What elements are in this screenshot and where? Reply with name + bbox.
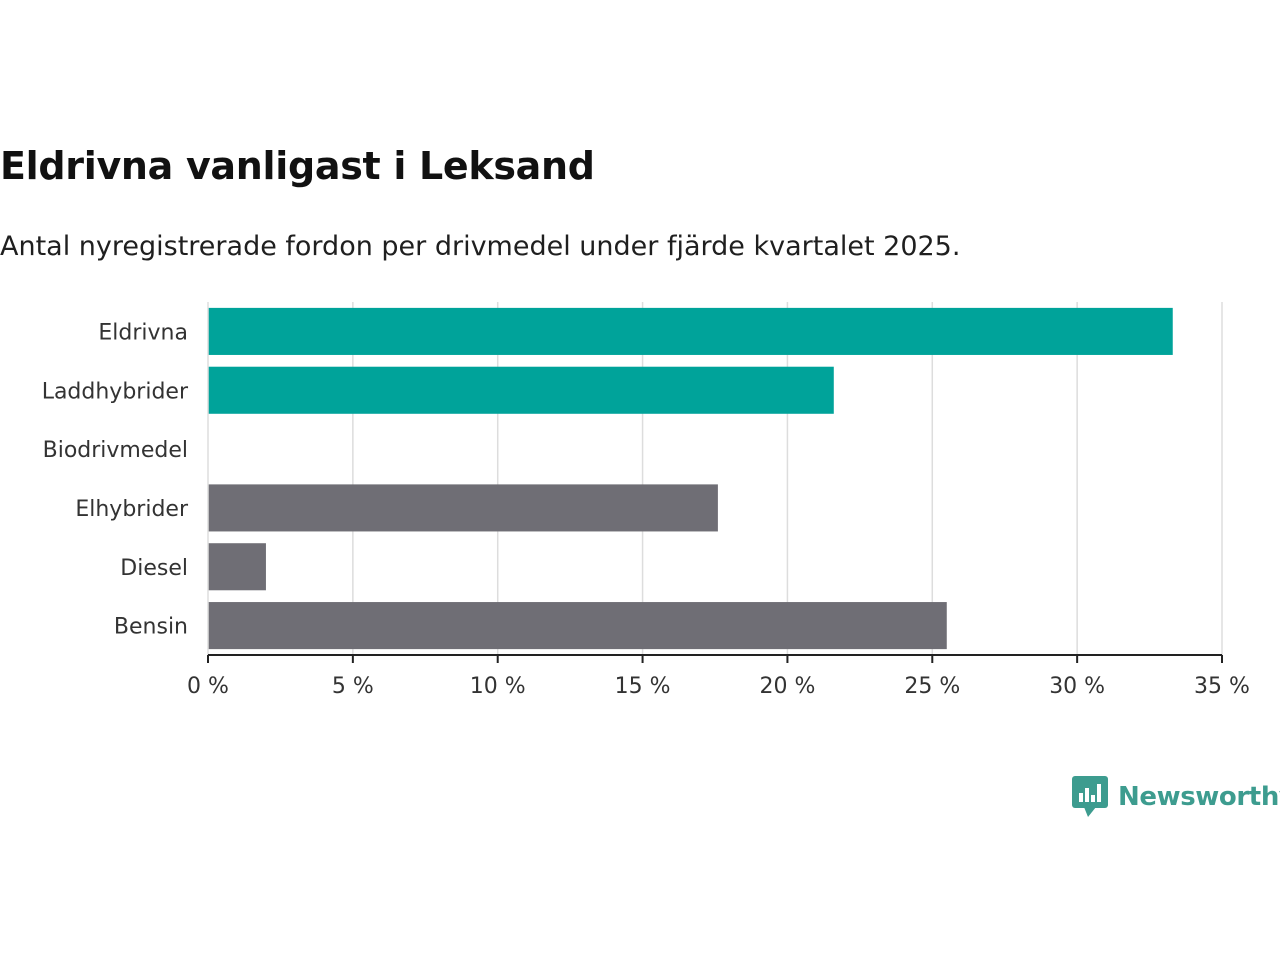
x-tick-label: 15 %	[615, 674, 671, 699]
bar-elhybrider	[208, 484, 718, 532]
x-tick-label: 10 %	[470, 674, 526, 699]
x-axis: 0 % 5 % 10 % 15 % 20 % 25 % 30 % 35 %	[187, 302, 1250, 699]
category-labels: Eldrivna Laddhybrider Biodrivmedel Elhybrid…	[42, 320, 189, 639]
category-label: Diesel	[120, 556, 188, 581]
gridlines	[352, 302, 1223, 655]
category-label: Bensin	[114, 615, 188, 640]
bar-chart-icon	[1072, 776, 1108, 817]
category-label: Laddhybrider	[42, 379, 189, 404]
x-tick-label: 35 %	[1194, 674, 1250, 699]
newsworthy-logo: Newsworthy	[1072, 776, 1280, 818]
chart-title: Eldrivna vanligast i Leksand	[0, 144, 595, 188]
category-label: Elhybrider	[75, 497, 189, 522]
category-label: Eldrivna	[98, 320, 188, 345]
category-label: Biodrivmedel	[43, 438, 188, 463]
bar-diesel	[208, 543, 266, 591]
bar-laddhybrider	[208, 366, 834, 414]
bars	[208, 307, 1173, 650]
x-tick-label: 30 %	[1049, 674, 1105, 699]
brand-name: Newsworthy	[1118, 782, 1280, 812]
bar-eldrivna	[208, 307, 1173, 355]
x-tick-label: 5 %	[332, 674, 374, 699]
chart-subtitle: Antal nyregistrerade fordon per drivmede…	[0, 231, 961, 262]
x-tick-label: 25 %	[904, 674, 960, 699]
x-tick-label: 0 %	[187, 674, 229, 699]
x-tick-label: 20 %	[759, 674, 815, 699]
bar-chart: 0 % 5 % 10 % 15 % 20 % 25 % 30 % 35 % Eldrivna L…	[42, 302, 1250, 699]
bar-bensin	[208, 602, 947, 650]
